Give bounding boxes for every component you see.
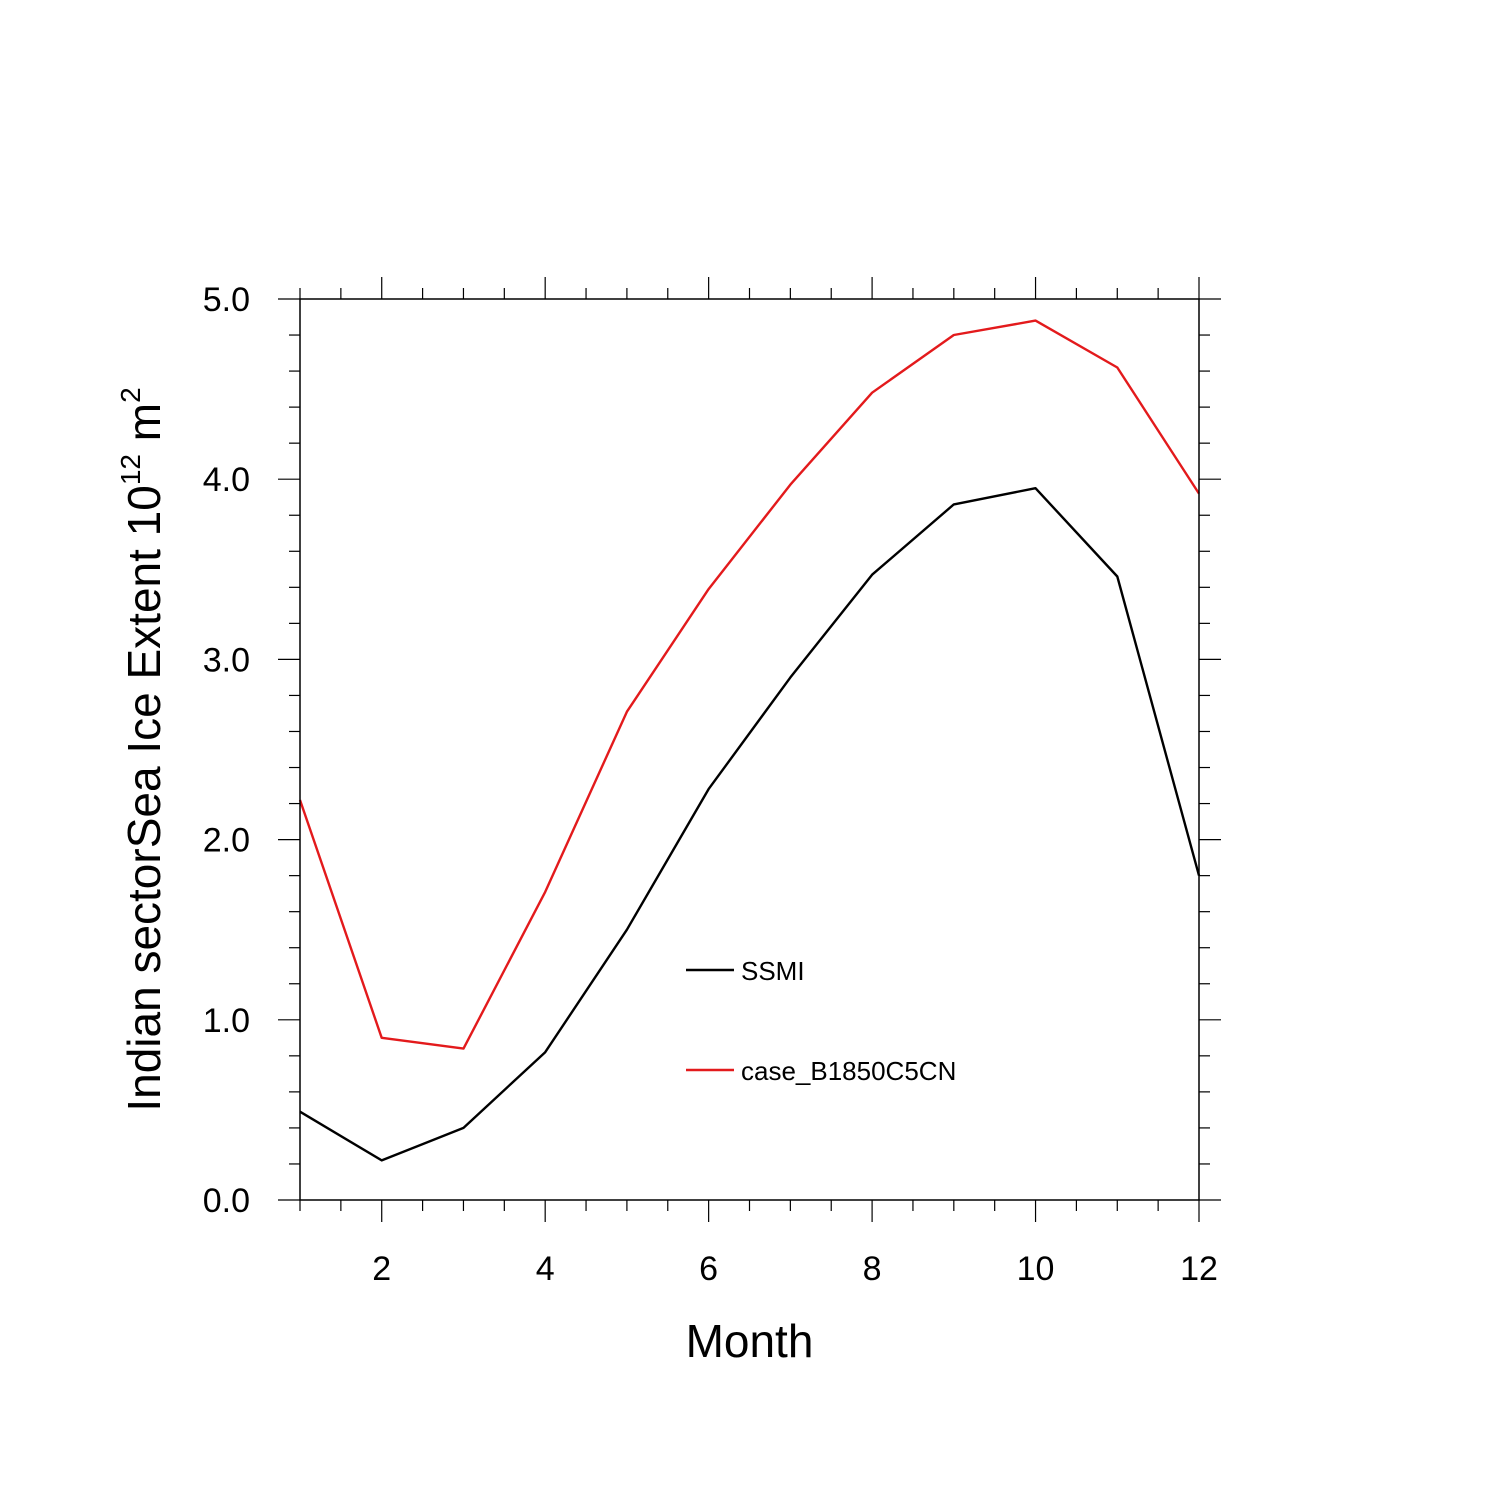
y-tick-label: 3.0: [203, 641, 250, 679]
y-tick-label: 1.0: [203, 1002, 250, 1040]
y-axis-title-text: Indian sectorSea Ice Extent 10: [118, 485, 170, 1112]
series-line-1: [298, 319, 1201, 1050]
x-tick-label: 6: [699, 1250, 718, 1288]
x-tick-label: 4: [536, 1250, 555, 1288]
series-lines: [298, 319, 1201, 1162]
x-tick-label: 2: [372, 1250, 391, 1288]
y-axis-title-unit-exponent: 2: [115, 387, 146, 403]
y-tick-label: 4.0: [203, 461, 250, 499]
series-line-0: [299, 487, 1201, 1162]
y-tick-label: 0.0: [203, 1182, 250, 1220]
x-tick-labels: 2 4 6 8 10 12: [372, 1250, 1218, 1288]
legend-label: SSMI: [741, 956, 805, 986]
y-axis-title: Indian sectorSea Ice Extent 1012 m2: [115, 387, 170, 1111]
legend-label: case_B1850C5CN: [741, 1056, 956, 1086]
y-tick-label: 5.0: [203, 281, 250, 319]
axis-ticks: [278, 277, 1221, 1222]
y-axis-title-unit: m: [118, 403, 170, 454]
x-tick-label: 8: [863, 1250, 882, 1288]
x-axis-title: Month: [686, 1315, 814, 1367]
plot-frame: [299, 298, 1200, 1201]
legend: SSMI case_B1850C5CN: [686, 956, 956, 1086]
y-axis-title-exponent: 12: [115, 454, 146, 485]
y-tick-label: 2.0: [203, 822, 250, 860]
y-tick-labels: 0.0 1.0 2.0 3.0 4.0 5.0: [203, 281, 250, 1220]
x-tick-label: 12: [1180, 1250, 1218, 1288]
x-tick-label: 10: [1017, 1250, 1055, 1288]
